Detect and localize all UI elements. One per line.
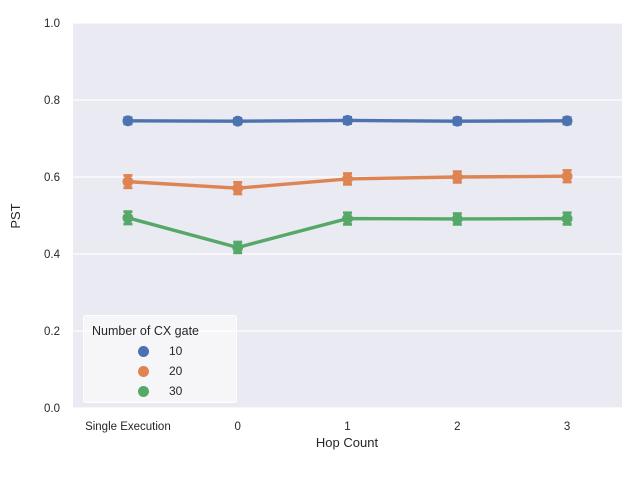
data-point <box>122 212 134 224</box>
data-point <box>451 213 463 225</box>
y-tick-label: 0.0 <box>44 403 60 415</box>
x-axis-label: Hop Count <box>316 435 379 450</box>
y-tick-label: 0.8 <box>44 95 60 107</box>
data-point <box>232 242 244 253</box>
y-tick-label: 1.0 <box>44 18 60 30</box>
y-axis-label: PST <box>8 203 23 228</box>
legend-entry-label: 10 <box>169 344 183 358</box>
data-point <box>451 115 463 127</box>
legend-entry-label: 30 <box>169 384 183 398</box>
legend-items: 10 20 30 <box>92 341 228 401</box>
legend-marker-icon <box>138 345 149 357</box>
data-point <box>451 171 463 183</box>
legend-marker-icon <box>138 365 149 377</box>
x-tick-label: 1 <box>344 421 350 433</box>
data-point <box>561 115 573 127</box>
x-tick-label: 3 <box>564 421 570 433</box>
legend: Number of CX gate 10 20 30 <box>83 315 237 403</box>
y-tick-label: 0.6 <box>44 172 60 184</box>
x-tick-label: 0 <box>234 421 240 433</box>
y-tick-label: 0.4 <box>44 249 61 261</box>
data-point <box>342 115 353 126</box>
legend-entry: 10 <box>92 341 228 361</box>
data-point <box>122 176 134 188</box>
data-point <box>122 115 134 127</box>
legend-entry-label: 20 <box>169 364 183 378</box>
data-point <box>232 182 244 194</box>
x-tick-label: 2 <box>454 421 460 433</box>
legend-entry: 30 <box>92 381 228 401</box>
data-point <box>342 213 353 224</box>
data-point <box>232 115 244 127</box>
data-point <box>561 170 573 182</box>
legend-title: Number of CX gate <box>92 324 199 338</box>
y-tick-label: 0.2 <box>44 326 60 338</box>
data-point <box>561 213 573 224</box>
data-point <box>342 173 353 185</box>
legend-marker-icon <box>138 385 149 397</box>
x-tick-label: Single Execution <box>85 421 171 433</box>
legend-entry: 20 <box>92 361 228 381</box>
